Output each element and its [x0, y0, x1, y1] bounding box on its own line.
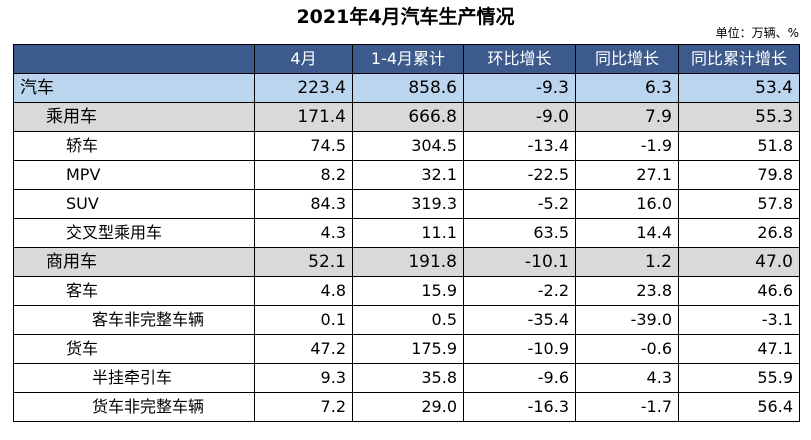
- cell-ytd-yoy: 26.8: [678, 218, 800, 248]
- table-row: MPV 8.2 32.1 -22.5 27.1 79.8: [13, 160, 800, 190]
- cell-april: 7.2: [254, 392, 353, 422]
- cell-april: 171.4: [254, 102, 353, 132]
- cell-mom: -35.4: [463, 305, 576, 335]
- row-label: 客车: [13, 276, 255, 306]
- cell-mom: -10.9: [463, 334, 576, 364]
- table-row: 乘用车 171.4 666.8 -9.0 7.9 55.3: [13, 102, 800, 132]
- unit-label: 单位：万辆、%: [715, 26, 799, 40]
- cell-ytd-yoy: 46.6: [678, 276, 800, 306]
- cell-april: 9.3: [254, 363, 353, 393]
- cell-yoy: 7.9: [575, 102, 679, 132]
- row-label: 轿车: [13, 131, 255, 161]
- row-label: 商用车: [13, 247, 255, 277]
- production-table: 4月 1-4月累计 环比增长 同比增长 同比累计增长 汽车 223.4 858.6-…: [13, 44, 800, 422]
- cell-april: 0.1: [254, 305, 353, 335]
- row-label: 客车非完整车辆: [13, 305, 255, 335]
- cell-ytd-yoy: 56.4: [678, 392, 800, 422]
- cell-ytd: 29.0: [352, 392, 464, 422]
- cell-ytd: 0.5: [352, 305, 464, 335]
- cell-ytd: 11.1: [352, 218, 464, 248]
- row-label: 货车非完整车辆: [13, 392, 255, 422]
- cell-ytd-yoy: 51.8: [678, 131, 800, 161]
- row-label: 货车: [13, 334, 255, 364]
- row-label: SUV: [13, 189, 255, 219]
- table-row: 交叉型乘用车 4.3 11.1 63.5 14.4 26.8: [13, 218, 800, 248]
- cell-ytd-yoy: -3.1: [678, 305, 800, 335]
- table-row: SUV 84.3 319.3 -5.2 16.0 57.8: [13, 189, 800, 219]
- cell-mom: 63.5: [463, 218, 576, 248]
- cell-mom: -9.6: [463, 363, 576, 393]
- cell-ytd-yoy: 47.1: [678, 334, 800, 364]
- cell-mom: -16.3: [463, 392, 576, 422]
- cell-ytd-yoy: 55.3: [678, 102, 800, 132]
- cell-yoy: -1.9: [575, 131, 679, 161]
- cell-april: 223.4: [254, 73, 353, 103]
- column-header-mom: 环比增长: [463, 44, 576, 74]
- cell-yoy: -39.0: [575, 305, 679, 335]
- cell-ytd-yoy: 47.0: [678, 247, 800, 277]
- cell-mom: -5.2: [463, 189, 576, 219]
- cell-mom: -9.0: [463, 102, 576, 132]
- table-row: 货车非完整车辆 7.2 29.0 -16.3 -1.7 56.4: [13, 392, 800, 422]
- table-header-row: 4月 1-4月累计 环比增长 同比增长 同比累计增长: [13, 44, 800, 74]
- cell-ytd: 35.8: [352, 363, 464, 393]
- cell-ytd-yoy: 57.8: [678, 189, 800, 219]
- cell-yoy: 6.3: [575, 73, 679, 103]
- cell-ytd: 319.3: [352, 189, 464, 219]
- cell-yoy: 23.8: [575, 276, 679, 306]
- row-label: 半挂牵引车: [13, 363, 255, 393]
- row-label: MPV: [13, 160, 255, 190]
- cell-ytd: 304.5: [352, 131, 464, 161]
- column-header-yoy: 同比增长: [575, 44, 679, 74]
- cell-april: 52.1: [254, 247, 353, 277]
- cell-ytd: 175.9: [352, 334, 464, 364]
- column-header-ytd-yoy: 同比累计增长: [678, 44, 800, 74]
- table-row: 客车非完整车辆 0.1 0.5 -35.4 -39.0 -3.1: [13, 305, 800, 335]
- column-header-ytd: 1-4月累计: [352, 44, 464, 74]
- cell-mom: -13.4: [463, 131, 576, 161]
- cell-april: 8.2: [254, 160, 353, 190]
- cell-ytd: 858.6: [352, 73, 464, 103]
- cell-ytd-yoy: 55.9: [678, 363, 800, 393]
- table-row: 客车 4.8 15.9 -2.2 23.8 46.6: [13, 276, 800, 306]
- cell-yoy: 14.4: [575, 218, 679, 248]
- cell-april: 4.3: [254, 218, 353, 248]
- table-row: 轿车 74.5 304.5 -13.4 -1.9 51.8: [13, 131, 800, 161]
- cell-mom: -2.2: [463, 276, 576, 306]
- cell-april: 4.8: [254, 276, 353, 306]
- page-title: 2021年4月汽车生产情况: [296, 6, 515, 28]
- cell-ytd: 666.8: [352, 102, 464, 132]
- cell-ytd: 191.8: [352, 247, 464, 277]
- cell-yoy: 1.2: [575, 247, 679, 277]
- cell-mom: -22.5: [463, 160, 576, 190]
- table-row: 货车 47.2 175.9 -10.9 -0.6 47.1: [13, 334, 800, 364]
- cell-yoy: 27.1: [575, 160, 679, 190]
- row-label: 汽车: [13, 73, 255, 103]
- column-header-name: [13, 44, 255, 74]
- cell-april: 74.5: [254, 131, 353, 161]
- cell-april: 84.3: [254, 189, 353, 219]
- cell-mom: -9.3: [463, 73, 576, 103]
- table-body: 汽车 223.4 858.6 -9.3 6.3 53.4 乘用车 171.4 666.8 -9.0…: [13, 73, 800, 422]
- cell-mom: -10.1: [463, 247, 576, 277]
- cell-ytd-yoy: 79.8: [678, 160, 800, 190]
- cell-yoy: 4.3: [575, 363, 679, 393]
- cell-yoy: -1.7: [575, 392, 679, 422]
- cell-ytd: 15.9: [352, 276, 464, 306]
- row-label: 交叉型乘用车: [13, 218, 255, 248]
- cell-ytd-yoy: 53.4: [678, 73, 800, 103]
- table-row: 商用车 52.1 191.8 -10.1 1.2 47.0: [13, 247, 800, 277]
- cell-ytd: 32.1: [352, 160, 464, 190]
- column-header-april: 4月: [254, 44, 353, 74]
- cell-april: 47.2: [254, 334, 353, 364]
- cell-yoy: -0.6: [575, 334, 679, 364]
- table-row: 半挂牵引车 9.3 35.8 -9.6 4.3 55.9: [13, 363, 800, 393]
- row-label: 乘用车: [13, 102, 255, 132]
- table-row: 汽车 223.4 858.6 -9.3 6.3 53.4: [13, 73, 800, 103]
- cell-yoy: 16.0: [575, 189, 679, 219]
